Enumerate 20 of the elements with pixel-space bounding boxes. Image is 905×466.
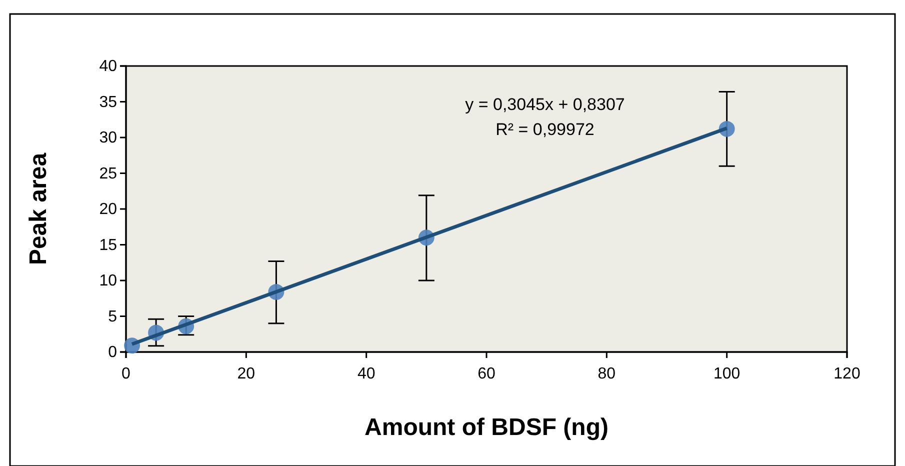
y-axis-title: Peak area: [25, 152, 52, 266]
y-tick-label: 15: [99, 236, 118, 254]
y-tick-label: 5: [108, 308, 118, 326]
y-tick-label: 25: [99, 165, 118, 182]
x-tick-label: 100: [713, 366, 740, 383]
y-tick-label: 0: [108, 344, 118, 362]
x-tick-label: 120: [834, 366, 860, 383]
x-tick-label: 60: [478, 366, 496, 383]
x-tick-label: 40: [357, 366, 376, 383]
x-tick-label: 80: [598, 366, 616, 383]
x-tick-label: 0: [122, 366, 131, 383]
annotation: R² = 0,99972: [496, 120, 594, 139]
x-tick-label: 20: [237, 366, 256, 383]
y-tick-label: 10: [99, 272, 118, 290]
y-tick-label: 20: [99, 201, 118, 218]
x-axis-title: Amount of BDSF (ng): [364, 414, 608, 441]
annotation: y = 0,3045x + 0,8307: [465, 95, 625, 114]
y-tick-label: 40: [99, 58, 118, 76]
y-tick-label: 30: [99, 130, 118, 147]
y-tick-label: 35: [99, 94, 118, 111]
